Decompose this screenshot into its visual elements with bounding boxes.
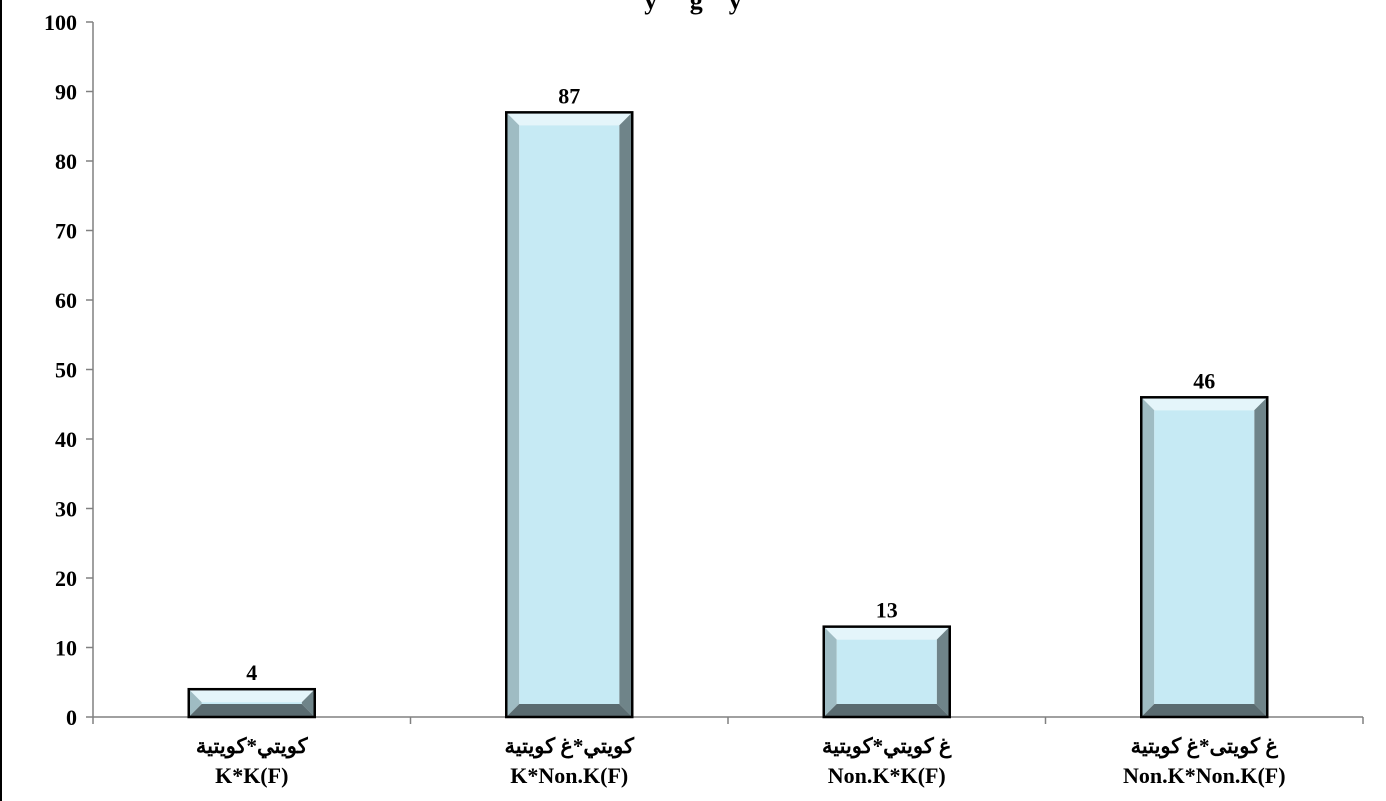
data-label: 4 [246,660,257,685]
bar-bevel-top [823,626,950,640]
bar-outline [822,625,951,719]
bar [505,111,634,719]
bar [1140,396,1269,719]
bar-bevel-bottom [506,704,633,717]
bar-bevel-left [823,626,837,717]
bar-bevel-left [506,112,520,718]
y-tick-label: 100 [44,10,77,35]
frame-left-border [0,0,2,801]
data-label: 13 [876,598,898,623]
bars-group [187,111,1269,719]
bar-bevel-right [936,626,950,717]
bar-bevel-right [619,112,633,718]
bar-face [519,125,620,705]
data-label: 87 [558,83,580,108]
y-tick-label: 50 [55,358,77,383]
category-label-arabic: غ كويتي*كويتية [822,734,952,759]
bar-bevel-right [1254,397,1268,717]
bar-outline [1140,396,1269,719]
bar-face [836,639,937,704]
category-label-english: K*Non.K(F) [510,763,628,788]
y-tick-label: 30 [55,497,77,522]
y-tick-label: 80 [55,149,77,174]
bar-bevel-bottom [1141,704,1268,717]
bar-bevel-left [1141,397,1155,717]
bar [187,687,316,719]
y-tick-label: 60 [55,288,77,313]
y-tick-label: 40 [55,427,77,452]
bar [822,625,951,719]
y-tick-label: 90 [55,80,77,105]
labels-group: 0 10 20 30 40 50 60 70 80 90 100 4 كويتي*كويتية K*K(F… [44,10,1286,788]
category-label-arabic: كويتي*غ كويتية [505,734,635,759]
bar-outline [505,111,634,719]
y-tick-label: 10 [55,636,77,661]
category-label-arabic: غ كويتى*غ كويتية [1131,734,1279,759]
y-tick-label: 0 [66,705,77,730]
data-label: 46 [1193,368,1215,393]
y-tick-label: 20 [55,566,77,591]
bar-bevel-top [1141,397,1268,411]
chart-title: y g y [644,0,742,15]
bar-bevel-right [301,689,315,717]
y-tick-label: 70 [55,219,77,244]
bar-outline [187,687,316,719]
category-label-english: Non.K*K(F) [828,763,946,788]
bar-bevel-bottom [823,704,950,717]
category-label-arabic: كويتي*كويتية [196,734,309,759]
category-label-english: Non.K*Non.K(F) [1123,763,1286,788]
bar-bevel-top [188,689,315,703]
bar-face [1154,410,1255,704]
bar-face [201,702,302,704]
category-label-english: K*K(F) [215,763,288,788]
bar-bevel-top [506,112,633,126]
bar-bevel-left [188,689,202,717]
bar-bevel-bottom [188,704,315,717]
